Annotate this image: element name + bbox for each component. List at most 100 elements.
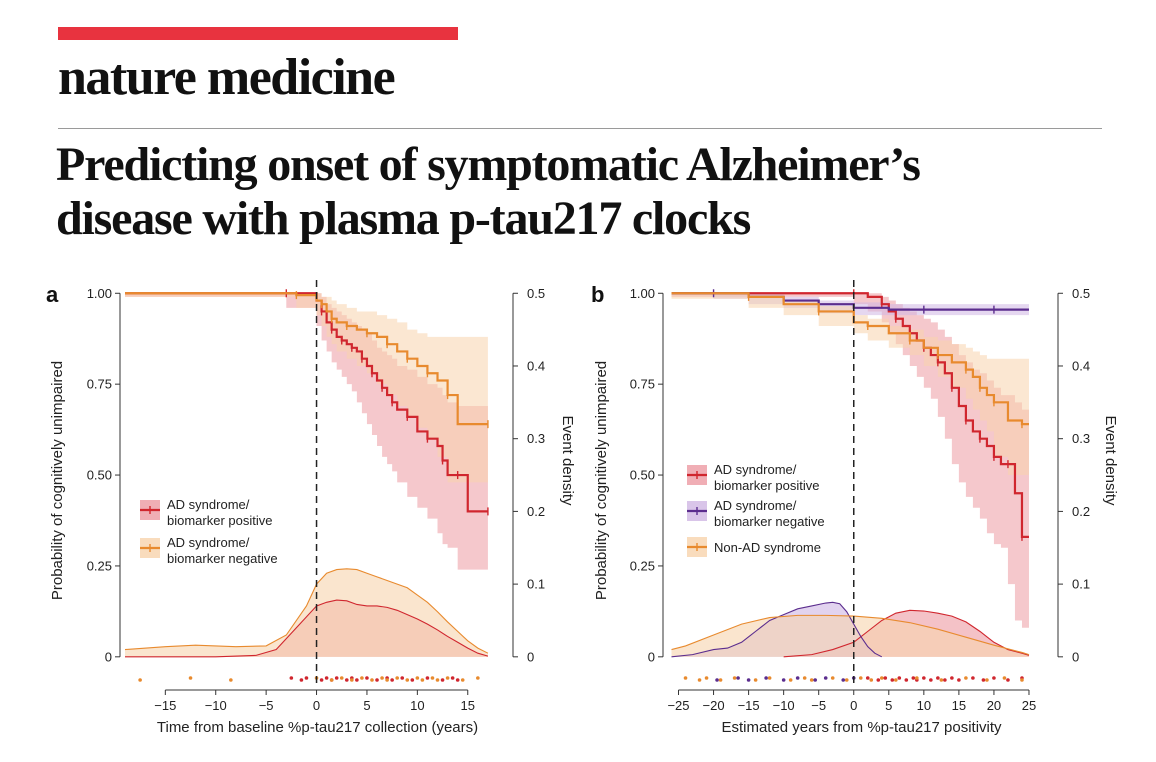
event-point bbox=[915, 676, 919, 680]
y-tick-label: 0 bbox=[648, 649, 655, 664]
density-line bbox=[124, 568, 489, 654]
event-point bbox=[936, 676, 940, 680]
event-point bbox=[339, 676, 344, 680]
confidence-band bbox=[671, 293, 1029, 476]
confidence-band bbox=[125, 293, 488, 483]
event-point bbox=[355, 678, 359, 682]
x-tick-label: −20 bbox=[703, 698, 725, 713]
event-point bbox=[883, 676, 888, 680]
event-point bbox=[460, 678, 465, 682]
x-tick-label: 15 bbox=[952, 698, 966, 713]
panel-label: b bbox=[591, 282, 604, 307]
y-tick-label: 0.75 bbox=[630, 377, 655, 392]
x-tick-label: 0 bbox=[850, 698, 857, 713]
y-tick-label: 0.50 bbox=[87, 468, 112, 483]
event-point bbox=[715, 678, 719, 682]
event-point bbox=[304, 676, 309, 680]
density-line bbox=[783, 609, 1030, 658]
event-point bbox=[830, 676, 835, 680]
density-line bbox=[671, 601, 883, 658]
event-point bbox=[299, 678, 304, 682]
y2-tick-label: 0.4 bbox=[527, 358, 545, 373]
event-point bbox=[450, 676, 455, 680]
event-point bbox=[929, 678, 933, 682]
event-point bbox=[683, 676, 688, 680]
event-point bbox=[440, 678, 445, 682]
legend-label: biomarker positive bbox=[167, 513, 273, 528]
event-point bbox=[229, 678, 233, 682]
x-tick-label: −25 bbox=[667, 698, 689, 713]
event-point bbox=[894, 678, 898, 682]
event-point bbox=[334, 676, 339, 680]
event-point bbox=[350, 678, 354, 682]
event-point bbox=[380, 676, 384, 680]
legend-label: Non-AD syndrome bbox=[714, 540, 821, 555]
event-point bbox=[390, 678, 394, 682]
legend-label: biomarker negative bbox=[167, 551, 278, 566]
event-point bbox=[922, 676, 926, 680]
article-title-line-2: disease with plasma p-tau217 clocks bbox=[56, 192, 751, 245]
y-tick-label: 1.00 bbox=[630, 286, 655, 301]
y-tick-label: 0.25 bbox=[87, 558, 112, 573]
event-point bbox=[879, 676, 884, 680]
y-tick-label: 0 bbox=[105, 649, 112, 664]
event-point bbox=[753, 678, 758, 682]
y2-tick-label: 0.2 bbox=[1072, 504, 1090, 519]
y2-tick-label: 0.3 bbox=[527, 431, 545, 446]
x-tick-label: 5 bbox=[363, 698, 370, 713]
density-area bbox=[671, 615, 1029, 657]
event-point bbox=[365, 676, 369, 680]
event-point bbox=[865, 676, 870, 680]
y2-tick-label: 0.1 bbox=[527, 577, 545, 592]
x-tick-label: −5 bbox=[811, 698, 826, 713]
event-point bbox=[736, 676, 740, 680]
event-point bbox=[897, 676, 902, 680]
event-point bbox=[876, 678, 881, 682]
chart-panel-b: b 1.00 0.75 0.50 0.25 0 0.5 0.4 0.3 0.2 0.1 0 −25 −20… bbox=[591, 280, 1119, 736]
x-tick-label: −5 bbox=[259, 698, 274, 713]
event-point bbox=[360, 676, 364, 680]
event-point bbox=[329, 678, 334, 682]
event-point bbox=[319, 678, 324, 682]
y2-tick-label: 0 bbox=[1072, 649, 1079, 664]
event-point bbox=[981, 678, 986, 682]
legend-label: biomarker positive bbox=[714, 478, 820, 493]
y2-tick-label: 0.3 bbox=[1072, 431, 1090, 446]
chart-panel-a: a 1.00 0.75 0.50 0.25 0 0.5 0.4 0.3 0.2 0.1 0 −15 −10… bbox=[46, 280, 576, 736]
x-tick-label: −15 bbox=[154, 698, 176, 713]
event-point bbox=[400, 676, 405, 680]
event-point bbox=[802, 676, 807, 680]
y2-tick-label: 0 bbox=[527, 649, 534, 664]
event-point bbox=[732, 676, 737, 680]
legend-label: AD syndrome/ bbox=[167, 497, 250, 512]
event-point bbox=[992, 676, 996, 680]
event-point bbox=[844, 678, 849, 682]
event-point bbox=[764, 676, 768, 680]
event-point bbox=[746, 678, 751, 682]
event-point bbox=[939, 678, 944, 682]
event-point bbox=[964, 676, 968, 680]
event-point bbox=[1020, 678, 1024, 682]
brand-bar bbox=[58, 27, 458, 40]
event-point bbox=[445, 676, 450, 680]
event-point bbox=[188, 676, 193, 680]
y2-tick-label: 0.2 bbox=[527, 504, 545, 519]
density-area bbox=[125, 568, 488, 657]
x-tick-label: 0 bbox=[313, 698, 320, 713]
event-point bbox=[344, 678, 349, 682]
event-point bbox=[385, 678, 389, 682]
y-tick-label: 0.75 bbox=[87, 377, 112, 392]
y-tick-label: 0.25 bbox=[630, 558, 655, 573]
y2-tick-label: 0.4 bbox=[1072, 358, 1090, 373]
event-point bbox=[858, 676, 863, 680]
x-axis-label: Time from baseline %p-tau217 collection … bbox=[157, 719, 478, 736]
confidence-band bbox=[671, 293, 1029, 628]
survival-curve bbox=[125, 292, 488, 426]
y-tick-label: 0.50 bbox=[630, 468, 655, 483]
x-tick-label: 5 bbox=[885, 698, 892, 713]
event-point bbox=[869, 678, 874, 682]
x-tick-label: 25 bbox=[1022, 698, 1036, 713]
